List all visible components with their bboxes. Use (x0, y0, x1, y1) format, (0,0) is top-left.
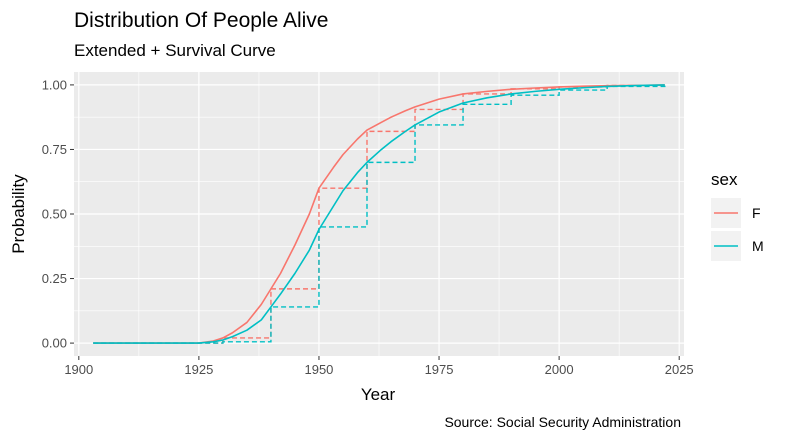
legend-label-f: F (752, 205, 761, 221)
legend-label-m: M (752, 238, 764, 254)
y-tick-label: 0.75 (42, 142, 67, 157)
plot-panel (74, 72, 684, 356)
chart-caption: Source: Social Security Administration (444, 414, 681, 430)
x-axis-title: Year (361, 385, 396, 404)
y-tick-label: 1.00 (42, 77, 67, 92)
x-tick-label: 1950 (304, 362, 333, 377)
y-axis-title: Probability (9, 174, 28, 254)
smooth-line-m (93, 84, 665, 344)
x-tick-label: 2025 (665, 362, 694, 377)
y-tick-label: 0.25 (42, 271, 67, 286)
legend-title: sex (711, 170, 738, 189)
y-tick-label: 0.00 (42, 336, 67, 351)
chart-subtitle: Extended + Survival Curve (74, 41, 276, 60)
legend: sex F M (711, 170, 764, 261)
y-axis: 0.00 0.25 0.50 0.75 1.00 (42, 77, 74, 351)
chart-title: Distribution Of People Alive (74, 9, 328, 32)
x-tick-label: 1975 (425, 362, 454, 377)
smooth-line-f (93, 84, 665, 344)
x-tick-label: 1925 (184, 362, 213, 377)
x-tick-label: 1900 (64, 362, 93, 377)
x-axis: 1900 1925 1950 1975 2000 2025 (64, 356, 694, 377)
x-tick-label: 2000 (545, 362, 574, 377)
y-tick-label: 0.50 (42, 207, 67, 222)
series-layer (93, 84, 666, 344)
